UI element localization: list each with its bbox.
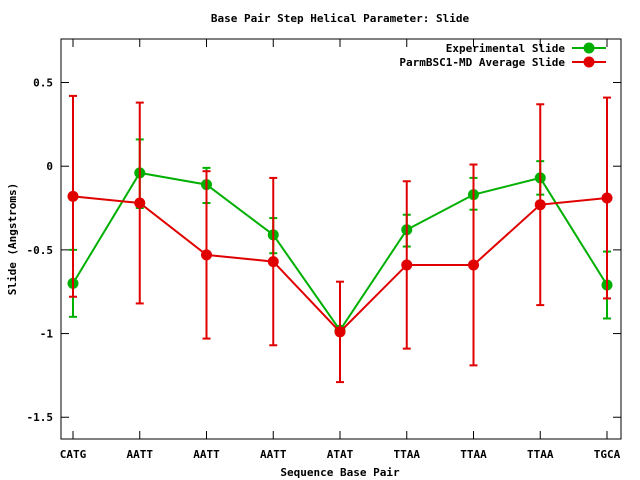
data-point xyxy=(534,199,546,211)
data-point xyxy=(201,249,212,261)
x-tick-label: TTAA xyxy=(527,448,554,461)
y-tick-label: -1.5 xyxy=(27,411,54,424)
x-tick-label: TTAA xyxy=(460,448,487,461)
data-point xyxy=(67,190,79,202)
legend-label: Experimental Slide xyxy=(446,42,566,55)
x-tick-label: TGCA xyxy=(594,448,621,461)
y-axis-label: Slide (Angstroms) xyxy=(6,183,19,296)
chart-title: Base Pair Step Helical Parameter: Slide xyxy=(211,12,470,25)
y-tick-label: 0.5 xyxy=(33,77,53,90)
data-point xyxy=(134,197,146,209)
legend-marker xyxy=(583,56,595,68)
data-point xyxy=(601,192,613,204)
x-tick-label: ATAT xyxy=(327,448,354,461)
x-tick-label: AATT xyxy=(193,448,220,461)
series-layer xyxy=(67,94,613,384)
data-point xyxy=(267,256,279,268)
y-tick-label: -1 xyxy=(40,328,54,341)
x-tick-label: CATG xyxy=(60,448,87,461)
y-tick-label: -0.5 xyxy=(27,244,54,257)
x-axis: CATG AATT AATT AATT ATAT TTAA TTAA TTAA TGCA xyxy=(60,39,621,461)
data-point xyxy=(334,326,346,338)
legend-marker xyxy=(583,42,595,54)
data-point xyxy=(468,259,479,271)
data-point xyxy=(401,259,413,271)
plot-frame xyxy=(60,38,622,440)
y-axis: 0.5 0 -0.5 -1 -1.5 xyxy=(27,77,621,424)
x-axis-label: Sequence Base Pair xyxy=(280,466,400,479)
x-tick-label: TTAA xyxy=(394,448,421,461)
x-tick-label: AATT xyxy=(260,448,287,461)
legend-label: ParmBSC1-MD Average Slide xyxy=(399,56,565,69)
x-tick-label: AATT xyxy=(127,448,154,461)
series-md-average xyxy=(67,94,613,384)
y-tick-label: 0 xyxy=(46,160,53,173)
